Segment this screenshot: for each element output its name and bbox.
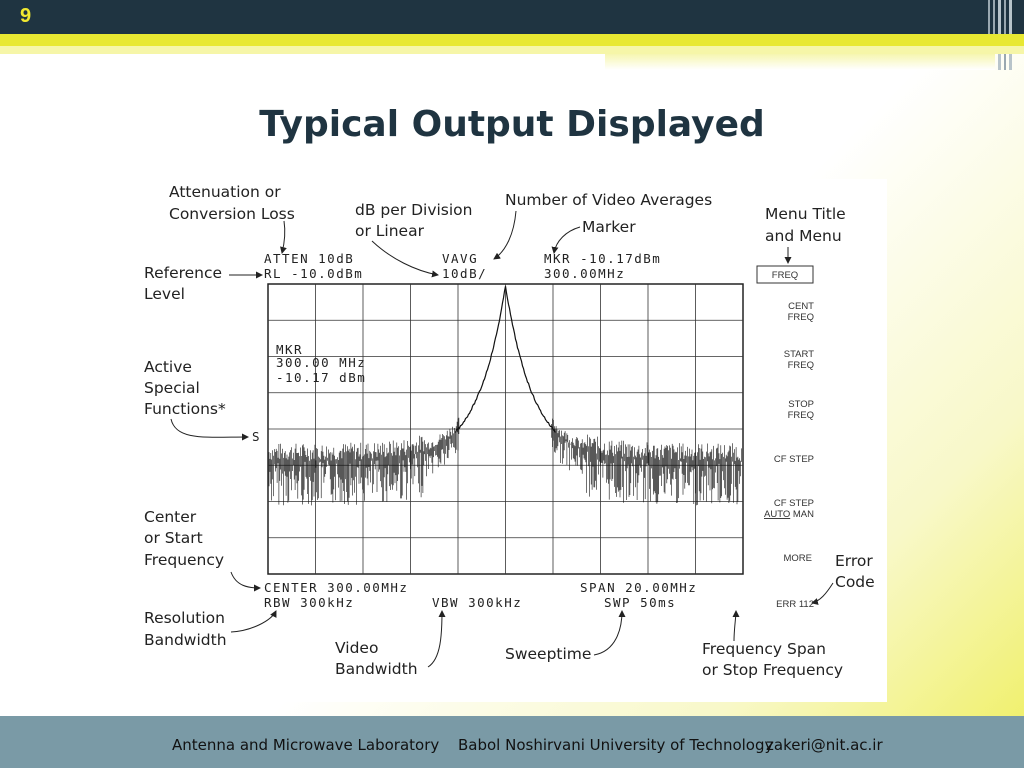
softkey-stop: STOP [788,399,814,410]
softkey-cent: CENT [788,301,814,312]
leader-attenuation [280,220,287,254]
callout-center-2: or Start [144,529,203,547]
footer-email: zakeri@nit.ac.ir [766,736,883,754]
softkey-stop-freq: FREQ [788,410,814,421]
callout-freq-span-2: or Stop Frequency [702,661,843,679]
softkey-freq: FREQ [772,270,798,281]
sweep-time-readout: SWP 50ms [604,595,676,610]
slide-number: 9 [20,5,32,27]
noise-strokes [268,417,742,506]
softkey-start: START [784,349,814,360]
noise-floor-trace [268,417,742,506]
center-frequency-readout: CENTER 300.00MHz [264,580,408,595]
leader-video-bw [427,610,446,668]
callout-error-2: Code [835,573,875,591]
vavg-readout: VAVG [442,251,478,266]
softkey-start-freq: FREQ [788,360,814,371]
softkey-auto: AUTO [764,509,790,520]
softkey-cf-step: CF STEP [774,454,814,465]
callout-db-div-2: or Linear [355,222,425,240]
callout-reference-1: Reference [144,264,222,282]
leader-freq-span [732,610,740,642]
special-function-flag: S [252,429,261,444]
spectrum-analyzer-figure: ATTEN 10dB RL -10.0dBm VAVG 10dB/ MKR -1… [136,179,887,702]
page-title: Typical Output Displayed [259,104,765,145]
footer-university: Babol Noshirvani University of Technolog… [458,736,774,754]
callout-video-averages: Number of Video Averages [505,191,712,209]
marker-box-amplitude: -10.17 dBm [276,370,366,385]
callout-center-1: Center [144,508,197,526]
leader-center [230,571,261,592]
graticule [267,283,744,575]
marker-frequency-readout: 300.00MHz [544,266,625,281]
callout-attenuation-2: Conversion Loss [169,205,295,223]
leader-resolution [230,610,277,633]
accent-stripe-fade [605,54,995,70]
vbw-readout: VBW 300kHz [432,595,522,610]
callout-marker: Marker [582,218,636,236]
footer-lab: Antenna and Microwave Laboratory [172,736,440,754]
callout-reference-2: Level [144,285,185,303]
callout-video-bw-2: Bandwidth [335,660,418,678]
rbw-readout: RBW 300kHz [264,595,354,610]
leader-video-averages [493,210,517,260]
accent-stripe [0,34,1024,46]
top-bar: 9 [0,0,1024,70]
atten-readout: ATTEN 10dB [264,251,354,266]
marker-box-label: MKR [276,342,303,357]
footer-bar: Antenna and Microwave Laboratory Babol N… [0,716,1024,768]
callout-resolution-2: Bandwidth [144,631,227,649]
callout-active-2: Special [144,379,200,397]
softkey-man: MAN [793,509,814,520]
callout-active-3: Functions* [144,400,226,418]
callout-db-div-1: dB per Division [355,201,472,219]
leader-sweeptime [593,610,626,656]
callout-attenuation-1: Attenuation or [169,183,281,201]
callout-leaders [170,210,834,668]
freq-softkey-box [756,265,814,284]
leader-marker [551,226,581,254]
callout-resolution-1: Resolution [144,609,225,627]
accent-stripe-light [0,46,1024,54]
softkey-cent-freq: FREQ [788,312,814,323]
softkey-cf-step-auto-man: CF STEP [774,498,814,509]
signal-peak-trace [454,286,557,433]
span-readout: SPAN 20.00MHz [580,580,697,595]
callout-video-bw-1: Video [335,639,378,657]
callout-freq-span-1: Frequency Span [702,640,826,658]
error-code-readout: ERR 112 [776,599,814,610]
leader-db-div [371,240,439,278]
leader-active [170,418,249,441]
callout-menu-title-2: and Menu [765,227,842,245]
marker-amplitude-readout: MKR -10.17dBm [544,251,661,266]
callout-active-1: Active [144,358,192,376]
callout-sweeptime: Sweeptime [505,645,591,663]
callout-menu-title-1: Menu Title [765,205,846,223]
callout-error-1: Error [835,552,873,570]
callout-center-3: Frequency [144,551,224,569]
figure-svg: ATTEN 10dB RL -10.0dBm VAVG 10dB/ MKR -1… [144,183,875,679]
softkey-more: MORE [784,553,813,564]
db-div-readout: 10dB/ [442,266,487,281]
marker-box-frequency: 300.00 MHz [276,355,366,370]
ref-level-readout: RL -10.0dBm [264,266,363,281]
leader-error [811,582,834,605]
